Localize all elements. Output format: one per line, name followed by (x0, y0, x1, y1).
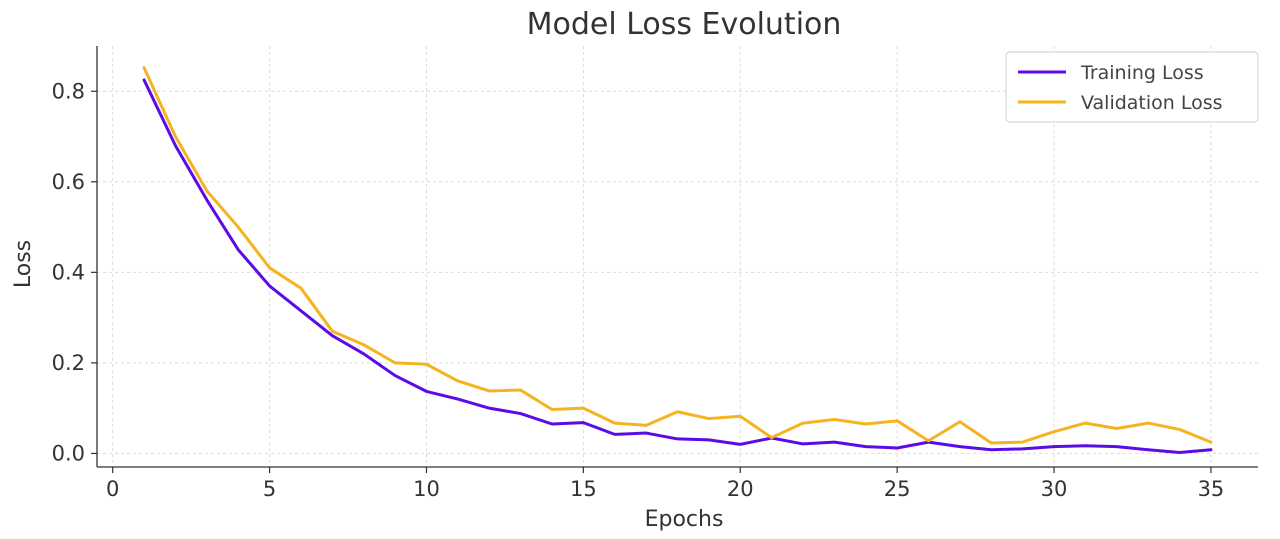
axes (91, 46, 1258, 473)
legend-label-training: Training Loss (1080, 62, 1204, 84)
x-tick-label: 20 (727, 477, 754, 501)
series-lines (142, 66, 1213, 455)
x-tick-label: 25 (884, 477, 911, 501)
y-tick-label: 0.2 (52, 351, 85, 375)
chart-title: Model Loss Evolution (527, 7, 842, 42)
y-tick-label: 0.8 (52, 79, 85, 103)
x-tick-label: 0 (106, 477, 119, 501)
x-axis-label: Epochs (645, 507, 724, 532)
legend: Training Loss Validation Loss (1005, 51, 1259, 123)
tick-labels: 0 5 10 15 20 25 30 35 0.0 0.2 0.4 0.6 0.8 (52, 79, 1225, 501)
legend-box (1005, 51, 1259, 123)
y-tick-label: 0.0 (52, 441, 85, 465)
x-tick-label: 10 (413, 477, 440, 501)
training-loss-line (142, 78, 1213, 455)
y-axis-label: Loss (11, 240, 36, 288)
x-tick-label: 35 (1198, 477, 1225, 501)
y-tick-label: 0.6 (52, 170, 85, 194)
legend-label-validation: Validation Loss (1081, 92, 1223, 114)
x-tick-label: 15 (570, 477, 597, 501)
x-tick-label: 5 (263, 477, 276, 501)
validation-loss-line (142, 66, 1213, 445)
y-tick-label: 0.4 (52, 260, 85, 284)
x-tick-label: 30 (1041, 477, 1068, 501)
